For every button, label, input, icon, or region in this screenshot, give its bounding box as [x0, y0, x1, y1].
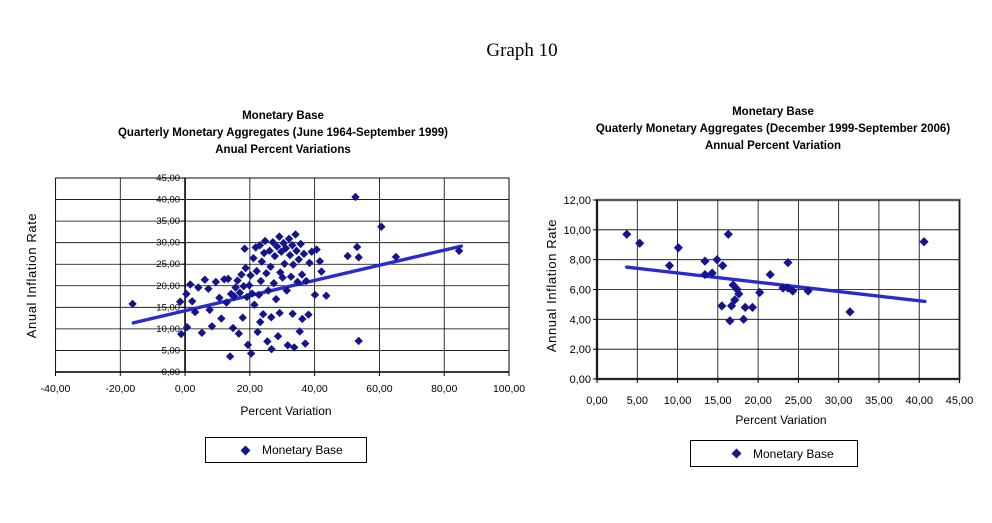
svg-text:100,00: 100,00 — [493, 383, 525, 395]
svg-text:80,00: 80,00 — [431, 383, 457, 395]
right-y-axis-title: Annual Inflation Rate — [544, 218, 559, 353]
svg-text:15,00: 15,00 — [156, 302, 180, 313]
svg-text:5,00: 5,00 — [162, 345, 181, 356]
svg-text:40,00: 40,00 — [302, 383, 328, 395]
right-chart-title: Monetary Base Quaterly Monetary Aggregat… — [573, 104, 973, 155]
svg-text:0,00: 0,00 — [586, 395, 607, 407]
svg-text:12,00: 12,00 — [563, 195, 591, 207]
svg-text:2,00: 2,00 — [570, 344, 591, 356]
svg-text:40,00: 40,00 — [156, 195, 180, 206]
left-chart-title-line-3: Anual Percent Variations — [215, 144, 351, 156]
right-chart-title-line-3: Annual Percent Variation — [704, 140, 842, 152]
svg-text:6,00: 6,00 — [570, 285, 591, 297]
left-x-axis-title: Percent Variation — [240, 404, 332, 418]
svg-text:25,00: 25,00 — [785, 395, 813, 407]
page-heading: Graph 10 — [486, 40, 558, 61]
svg-text:-40,00: -40,00 — [41, 383, 71, 395]
svg-text:45,00: 45,00 — [156, 173, 180, 184]
svg-text:10,00: 10,00 — [156, 324, 180, 335]
svg-text:35,00: 35,00 — [156, 216, 180, 227]
svg-text:30,00: 30,00 — [825, 395, 853, 407]
right-chart-title-line-2: Quaterly Monetary Aggregates (December 1… — [595, 123, 951, 135]
left-legend: Monetary Base — [205, 437, 367, 463]
svg-text:20,00: 20,00 — [156, 281, 180, 292]
svg-text:15,00: 15,00 — [704, 395, 732, 407]
svg-text:45,00: 45,00 — [946, 395, 974, 407]
left-legend-label: Monetary Base — [262, 443, 343, 457]
svg-text:-20,00: -20,00 — [105, 383, 135, 395]
svg-text:10,00: 10,00 — [563, 225, 591, 237]
diamond-marker-icon — [240, 445, 251, 455]
svg-text:5,00: 5,00 — [627, 395, 648, 407]
svg-text:40,00: 40,00 — [905, 395, 933, 407]
right-legend-label: Monetary Base — [753, 446, 834, 461]
right-chart-title-line-1: Monetary Base — [732, 106, 814, 118]
svg-text:20,00: 20,00 — [237, 383, 263, 395]
svg-text:0,00: 0,00 — [570, 374, 591, 386]
left-chart-title: Monetary Base Quarterly Monetary Aggrega… — [33, 108, 533, 159]
svg-text:60,00: 60,00 — [366, 383, 392, 395]
svg-text:8,00: 8,00 — [570, 255, 591, 267]
svg-text:30,00: 30,00 — [156, 238, 180, 249]
diamond-marker-icon — [731, 448, 742, 459]
svg-text:25,00: 25,00 — [156, 259, 180, 270]
right-x-axis-title: Percent Variation — [735, 413, 827, 427]
svg-text:35,00: 35,00 — [865, 395, 893, 407]
svg-text:0,00: 0,00 — [175, 383, 196, 395]
left-chart-title-line-1: Monetary Base — [242, 110, 324, 122]
svg-text:4,00: 4,00 — [570, 314, 591, 326]
left-y-axis-title: Anual Inflation Rate — [24, 212, 39, 339]
right-legend: Monetary Base — [690, 440, 858, 467]
svg-text:20,00: 20,00 — [744, 395, 772, 407]
left-chart-title-line-2: Quarterly Monetary Aggregates (June 1964… — [117, 127, 448, 139]
svg-text:10,00: 10,00 — [664, 395, 692, 407]
svg-text:0,00: 0,00 — [162, 367, 181, 378]
